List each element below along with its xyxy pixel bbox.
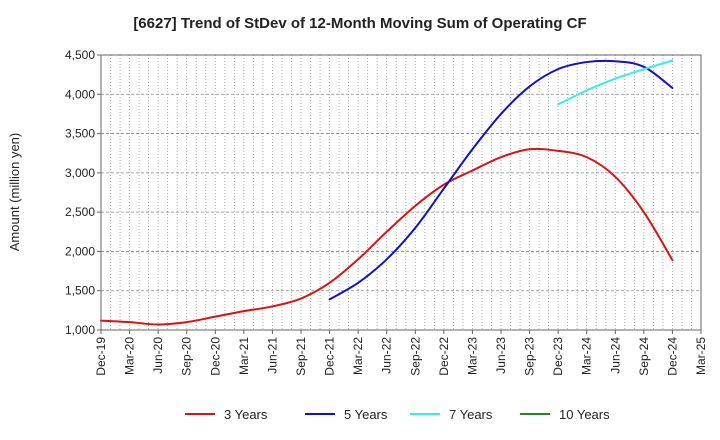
y-tick-label: 4,000 xyxy=(65,87,95,101)
y-axis-label: Amount (million yen) xyxy=(7,133,22,252)
x-tick-label: Mar-25 xyxy=(694,337,708,375)
x-tick-label: Jun-22 xyxy=(380,337,394,374)
legend-label-10-years: 10 Years xyxy=(559,407,610,422)
y-tick-label: 3,500 xyxy=(65,127,95,141)
gridlines xyxy=(101,55,701,330)
series-line-5-years xyxy=(328,59,674,301)
series-line-7-years xyxy=(557,59,674,106)
y-tick-label: 3,000 xyxy=(65,166,95,180)
y-tick-label: 4,500 xyxy=(65,48,95,62)
x-tick-label: Mar-22 xyxy=(351,337,365,375)
plot-area xyxy=(100,54,702,331)
legend-label-3-years: 3 Years xyxy=(224,407,268,422)
x-tick-label: Dec-23 xyxy=(551,337,565,376)
x-tick-label: Jun-24 xyxy=(608,337,622,374)
y-tick-label: 1,000 xyxy=(65,323,95,337)
x-tick-label: Dec-24 xyxy=(665,337,679,376)
x-tick-label: Dec-19 xyxy=(94,337,108,376)
x-tick-label: Mar-21 xyxy=(237,337,251,375)
x-tick-label: Sep-23 xyxy=(523,337,537,376)
x-tick-label: Dec-21 xyxy=(323,337,337,376)
x-tick-label: Mar-20 xyxy=(123,337,137,375)
x-axis-ticks: Dec-19 Mar-20 Jun-20 Sep-20 Dec-20 Mar-21 Jun-… xyxy=(94,330,708,376)
y-tick-label: 2,500 xyxy=(65,205,95,219)
x-tick-label: Sep-24 xyxy=(637,337,651,376)
x-tick-label: Jun-23 xyxy=(494,337,508,374)
x-tick-label: Mar-24 xyxy=(580,337,594,375)
series-lines xyxy=(100,59,674,326)
x-tick-label: Dec-22 xyxy=(437,337,451,376)
x-tick-label: Sep-21 xyxy=(294,337,308,376)
chart-title: [6627] Trend of StDev of 12-Month Moving… xyxy=(133,15,586,32)
x-tick-label: Sep-20 xyxy=(180,337,194,376)
series-line-3-years xyxy=(100,147,674,326)
legend: 3 Years 5 Years 7 Years 10 Years xyxy=(185,407,610,422)
x-tick-label: Jun-20 xyxy=(151,337,165,374)
x-tick-label: Jun-21 xyxy=(265,337,279,374)
x-tick-label: Mar-23 xyxy=(465,337,479,375)
y-axis-ticks: 1,000 1,500 2,000 2,500 3,000 3,500 4,000 4,500 xyxy=(65,48,101,337)
x-tick-label: Sep-22 xyxy=(408,337,422,376)
y-tick-label: 1,500 xyxy=(65,284,95,298)
y-tick-label: 2,000 xyxy=(65,244,95,258)
legend-label-7-years: 7 Years xyxy=(449,407,493,422)
x-tick-label: Dec-20 xyxy=(208,337,222,376)
legend-label-5-years: 5 Years xyxy=(344,407,388,422)
